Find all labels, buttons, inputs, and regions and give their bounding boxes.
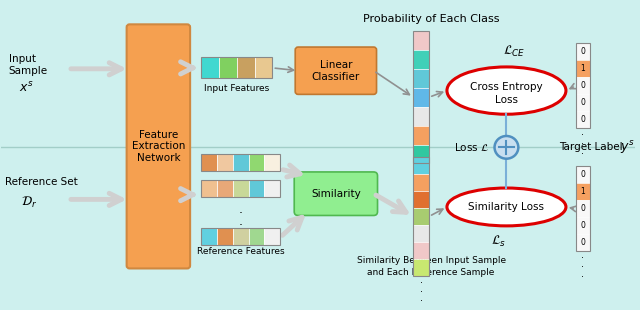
Bar — [201, 228, 217, 245]
Text: 0: 0 — [580, 81, 585, 90]
Bar — [233, 180, 248, 197]
Bar — [201, 154, 280, 171]
Text: $\mathcal{D}_r$: $\mathcal{D}_r$ — [20, 195, 36, 210]
Bar — [233, 228, 248, 245]
Text: Target Label: Target Label — [559, 142, 623, 152]
Text: ·
·
·: · · · — [239, 207, 243, 244]
Text: Cross Entropy: Cross Entropy — [470, 82, 543, 92]
Text: 0: 0 — [580, 221, 585, 230]
Text: $y^s$: $y^s$ — [621, 139, 635, 156]
Text: 0: 0 — [580, 115, 585, 124]
Bar — [413, 157, 429, 174]
Bar — [576, 166, 589, 183]
Bar — [413, 157, 429, 276]
Text: ·
·
·: · · · — [420, 278, 422, 306]
Bar — [217, 228, 233, 245]
Bar — [264, 180, 280, 197]
Bar — [201, 228, 280, 245]
Bar — [413, 107, 429, 126]
Text: Similarity Loss: Similarity Loss — [468, 202, 545, 212]
Text: $\mathcal{L}_{s}$: $\mathcal{L}_{s}$ — [491, 233, 506, 249]
Text: 0: 0 — [580, 204, 585, 213]
Bar — [413, 31, 429, 50]
Bar — [576, 43, 589, 60]
Bar — [576, 111, 589, 128]
Bar — [576, 217, 589, 234]
Bar — [413, 259, 429, 276]
Bar — [576, 183, 589, 200]
Bar — [248, 154, 264, 171]
Text: 0: 0 — [580, 170, 585, 179]
Bar — [255, 57, 273, 78]
Bar — [576, 200, 589, 217]
Bar — [576, 43, 589, 128]
Text: Loss $\mathcal{L}$: Loss $\mathcal{L}$ — [454, 141, 488, 153]
Text: 1: 1 — [580, 187, 585, 196]
Bar — [413, 242, 429, 259]
Text: $\mathcal{L}_{CE}$: $\mathcal{L}_{CE}$ — [503, 44, 525, 59]
Text: Input
Sample: Input Sample — [8, 54, 48, 76]
Ellipse shape — [447, 67, 566, 114]
Bar — [413, 174, 429, 191]
Bar — [413, 208, 429, 225]
Bar — [576, 60, 589, 77]
Text: Linear
Classifier: Linear Classifier — [312, 60, 360, 82]
Bar — [576, 77, 589, 94]
Text: 0: 0 — [580, 238, 585, 247]
Text: ·
·
·: · · · — [581, 253, 584, 282]
Bar — [413, 31, 429, 163]
Bar — [201, 180, 217, 197]
Bar — [576, 234, 589, 251]
Bar — [413, 69, 429, 88]
Text: Input Features: Input Features — [204, 84, 269, 93]
Bar — [413, 126, 429, 144]
Bar — [248, 180, 264, 197]
FancyBboxPatch shape — [294, 172, 378, 215]
Ellipse shape — [447, 188, 566, 226]
Bar — [201, 57, 219, 78]
Bar — [237, 57, 255, 78]
Text: Loss: Loss — [495, 95, 518, 105]
Bar — [413, 88, 429, 107]
Bar — [413, 225, 429, 242]
Bar — [413, 191, 429, 208]
Text: 0: 0 — [580, 47, 585, 56]
Bar — [201, 57, 273, 78]
Bar — [201, 180, 280, 197]
Text: Reference Features: Reference Features — [197, 247, 285, 256]
Text: ·
·
·: · · · — [581, 130, 584, 159]
Bar — [264, 228, 280, 245]
Text: 0: 0 — [580, 98, 585, 107]
Text: Reference Set: Reference Set — [4, 177, 77, 187]
Bar — [248, 228, 264, 245]
Bar — [219, 57, 237, 78]
Text: Probability of Each Class: Probability of Each Class — [363, 14, 499, 24]
Text: Feature
Extraction
Network: Feature Extraction Network — [132, 130, 185, 163]
Text: ·
·
·: · · · — [420, 165, 422, 194]
FancyBboxPatch shape — [295, 47, 376, 94]
Bar — [413, 50, 429, 69]
Text: 1: 1 — [580, 64, 585, 73]
Text: Similarity Between Input Sample
and Each Reference Sample: Similarity Between Input Sample and Each… — [356, 256, 506, 277]
FancyBboxPatch shape — [127, 24, 190, 268]
Circle shape — [495, 136, 518, 159]
Bar — [576, 166, 589, 251]
Bar — [201, 154, 217, 171]
Bar — [233, 154, 248, 171]
Bar — [264, 154, 280, 171]
Bar — [217, 180, 233, 197]
Bar — [413, 144, 429, 163]
Text: $x^s$: $x^s$ — [19, 81, 33, 95]
Bar — [217, 154, 233, 171]
Bar — [576, 94, 589, 111]
Text: Similarity: Similarity — [311, 189, 361, 199]
